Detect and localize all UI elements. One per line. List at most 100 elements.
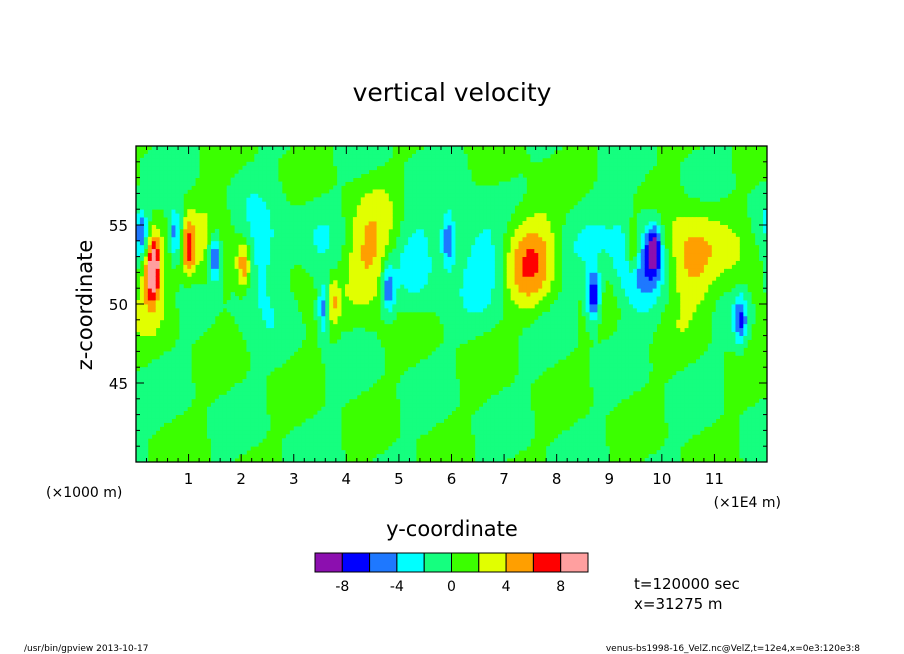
field-cell bbox=[439, 386, 445, 392]
field-cell bbox=[510, 414, 515, 419]
field-cell bbox=[416, 402, 421, 408]
field-cell bbox=[317, 244, 322, 250]
field-cell bbox=[179, 149, 184, 155]
field-cell bbox=[246, 260, 251, 265]
field-cell bbox=[301, 335, 306, 340]
field-cell bbox=[364, 264, 370, 269]
field-cell bbox=[427, 193, 433, 198]
field-cell bbox=[518, 426, 523, 431]
field-cell bbox=[412, 221, 417, 226]
field-cell bbox=[266, 169, 271, 175]
field-cell bbox=[400, 386, 405, 392]
field-cell bbox=[171, 244, 176, 250]
field-cell bbox=[159, 386, 164, 392]
field-cell bbox=[439, 398, 445, 404]
field-cell bbox=[226, 189, 232, 194]
field-cell bbox=[250, 331, 255, 336]
field-cell bbox=[526, 292, 531, 297]
field-cell bbox=[380, 189, 385, 194]
field-cell bbox=[289, 347, 295, 352]
field-cell bbox=[262, 213, 267, 218]
field-cell bbox=[289, 339, 295, 344]
field-cell bbox=[250, 347, 255, 352]
field-cell bbox=[143, 430, 149, 435]
field-cell bbox=[475, 276, 480, 281]
field-cell bbox=[506, 181, 512, 186]
field-cell bbox=[522, 355, 527, 360]
field-cell bbox=[431, 193, 437, 198]
field-cell bbox=[348, 177, 354, 182]
field-cell bbox=[147, 331, 153, 336]
field-cell bbox=[333, 446, 338, 451]
field-cell bbox=[325, 284, 330, 289]
field-cell bbox=[246, 169, 251, 175]
field-cell bbox=[447, 371, 452, 376]
field-cell bbox=[309, 272, 314, 277]
field-cell bbox=[479, 418, 484, 423]
field-cell bbox=[467, 272, 472, 277]
field-cell bbox=[325, 296, 330, 301]
field-cell bbox=[136, 252, 141, 257]
field-cell bbox=[522, 438, 527, 443]
field-cell bbox=[483, 197, 488, 202]
field-cell bbox=[159, 193, 164, 198]
field-cell bbox=[139, 232, 145, 238]
field-cell bbox=[514, 197, 519, 202]
field-cell bbox=[206, 418, 212, 423]
field-cell bbox=[321, 351, 326, 356]
field-cell bbox=[199, 300, 204, 305]
field-cell bbox=[502, 394, 508, 400]
field-cell bbox=[384, 193, 389, 198]
field-cell bbox=[479, 244, 484, 250]
field-cell bbox=[435, 394, 441, 400]
field-cell bbox=[419, 426, 425, 431]
field-cell bbox=[333, 264, 338, 269]
field-cell bbox=[250, 363, 255, 368]
field-cell bbox=[514, 430, 519, 435]
field-cell bbox=[333, 213, 338, 218]
field-cell bbox=[293, 256, 299, 261]
field-cell bbox=[285, 268, 291, 273]
field-cell bbox=[423, 426, 429, 431]
field-cell bbox=[502, 438, 508, 443]
field-cell bbox=[258, 343, 263, 348]
field-cell bbox=[475, 288, 480, 293]
field-cell bbox=[281, 248, 287, 254]
field-cell bbox=[262, 311, 267, 317]
field-cell bbox=[277, 276, 283, 281]
field-cell bbox=[423, 240, 429, 246]
field-cell bbox=[423, 268, 429, 273]
field-cell bbox=[266, 418, 271, 423]
field-cell bbox=[333, 394, 338, 400]
field-cell bbox=[368, 252, 374, 257]
field-cell bbox=[502, 398, 508, 404]
field-cell bbox=[266, 252, 271, 257]
field-cell bbox=[471, 272, 476, 277]
field-cell bbox=[419, 153, 425, 159]
field-cell bbox=[467, 276, 472, 281]
field-cell bbox=[175, 205, 180, 210]
field-cell bbox=[218, 276, 224, 281]
field-cell bbox=[345, 335, 350, 340]
field-cell bbox=[238, 213, 243, 218]
field-cell bbox=[313, 252, 318, 257]
field-cell bbox=[400, 280, 405, 285]
field-cell bbox=[352, 367, 358, 372]
field-cell bbox=[305, 450, 310, 455]
field-cell bbox=[483, 304, 488, 309]
field-cell bbox=[416, 367, 421, 372]
field-cell bbox=[526, 438, 531, 443]
field-cell bbox=[159, 260, 164, 265]
field-cell bbox=[317, 422, 322, 427]
field-cell bbox=[297, 225, 303, 230]
field-cell bbox=[372, 343, 377, 348]
field-cell bbox=[277, 264, 283, 269]
field-cell bbox=[486, 225, 492, 230]
field-cell bbox=[522, 331, 527, 336]
field-cell bbox=[238, 406, 243, 412]
field-cell bbox=[179, 189, 184, 194]
field-cell bbox=[435, 383, 441, 388]
field-cell bbox=[293, 339, 299, 344]
field-cell bbox=[471, 323, 476, 329]
